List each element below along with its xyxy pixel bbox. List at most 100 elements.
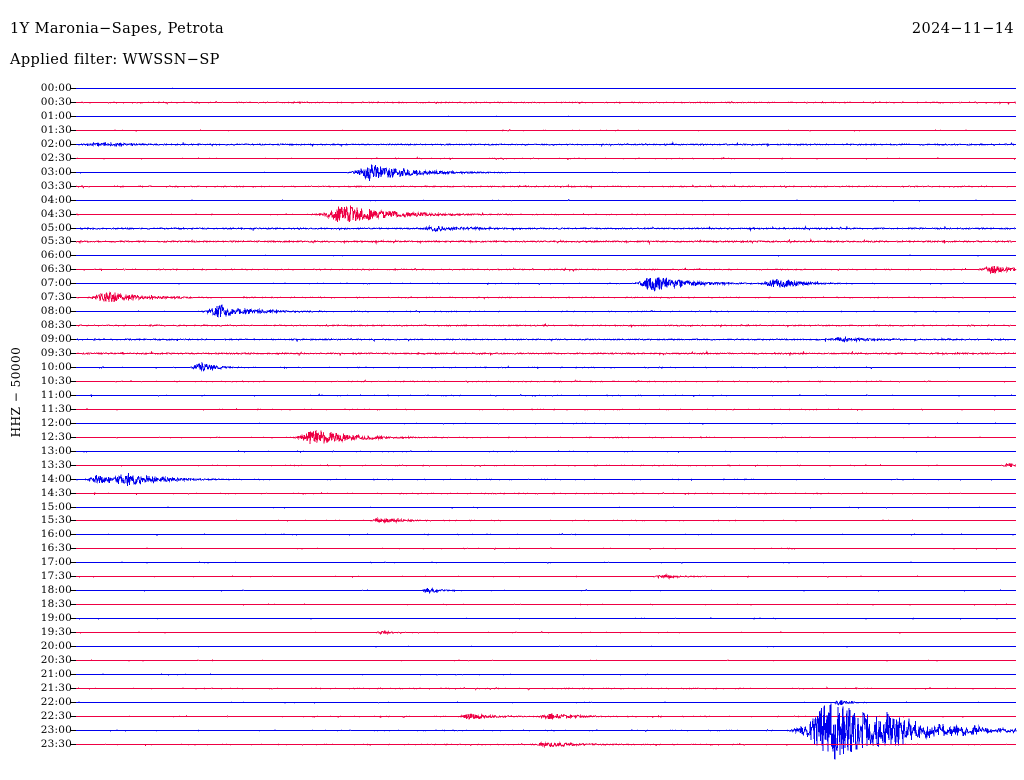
row-time-label: 11:30: [40, 402, 72, 415]
row-time-label: 10:00: [40, 361, 72, 373]
helicorder-row: 15:00: [0, 501, 1024, 521]
row-time-label: 04:00: [40, 193, 72, 206]
seismic-trace: [75, 494, 1017, 521]
helicorder-row: 14:00: [0, 472, 1024, 493]
row-time-label: 08:30: [40, 319, 72, 332]
row-tick-mark: [70, 562, 76, 564]
row-time-label: 07:00: [40, 277, 72, 290]
row-tick-mark: [70, 576, 76, 578]
helicorder-row: 07:00: [0, 277, 1024, 297]
page-title: 1Y Maronia−Sapes, Petrota: [10, 21, 225, 37]
applied-filter-label: Applied filter: WWSSN−SP: [10, 52, 220, 68]
seismic-trace: [75, 256, 1017, 283]
row-time-label: 06:00: [40, 249, 72, 262]
helicorder-row: 23:00: [0, 703, 1024, 760]
seismic-trace: [75, 507, 1017, 534]
row-time-label: 03:00: [40, 165, 72, 178]
row-time-label: 06:30: [40, 263, 72, 276]
row-tick-mark: [70, 353, 76, 355]
seismic-trace: [75, 535, 1017, 562]
seismic-trace: [75, 438, 1017, 465]
row-tick-mark: [70, 659, 76, 661]
seismic-trace: [75, 89, 1017, 116]
helicorder-row: 06:30: [0, 264, 1024, 283]
helicorder-row: 12:00: [0, 417, 1024, 437]
row-time-label: 23:00: [40, 723, 72, 736]
helicorder-row: 22:30: [0, 710, 1024, 730]
row-time-label: 22:30: [40, 709, 72, 722]
seismic-trace: [76, 159, 1017, 186]
seismic-trace: [75, 633, 1017, 660]
row-tick-mark: [70, 185, 76, 187]
row-tick-mark: [70, 408, 76, 410]
seismic-trace: [75, 187, 1017, 214]
helicorder-row: 17:30: [0, 571, 1024, 590]
helicorder-row: 02:30: [0, 152, 1024, 172]
row-tick-mark: [70, 715, 76, 717]
seismic-trace: [75, 731, 1017, 758]
helicorder-row: 08:30: [0, 320, 1024, 339]
row-tick-mark: [70, 464, 76, 466]
seismic-trace: [75, 563, 1017, 590]
seismic-trace: [75, 201, 1017, 228]
row-time-label: 00:00: [40, 82, 72, 94]
seismic-trace: [75, 340, 1017, 367]
seismic-trace: [75, 521, 1017, 548]
row-time-label: 14:30: [40, 486, 72, 499]
seismic-trace: [75, 703, 1017, 730]
row-tick-mark: [70, 478, 76, 480]
row-time-label: 00:30: [40, 95, 72, 108]
seismic-trace: [75, 131, 1017, 158]
row-tick-mark: [70, 590, 76, 592]
row-time-label: 08:00: [40, 305, 72, 318]
seismic-trace: [75, 354, 1017, 381]
seismic-trace: [75, 396, 1017, 423]
row-time-label: 04:30: [40, 207, 72, 220]
row-tick-mark: [70, 534, 76, 536]
seismic-trace: [75, 284, 1017, 311]
row-tick-mark: [70, 520, 76, 522]
row-tick-mark: [70, 255, 76, 257]
seismic-trace: [75, 675, 1017, 702]
row-tick-mark: [70, 171, 76, 173]
seismic-trace: [75, 619, 1017, 646]
row-time-label: 01:00: [40, 109, 72, 122]
row-time-label: 16:30: [40, 542, 72, 555]
row-tick-mark: [70, 213, 76, 215]
row-tick-mark: [70, 88, 76, 89]
row-time-label: 12:00: [40, 416, 72, 429]
seismic-trace: [75, 424, 1017, 451]
seismic-trace: [75, 605, 1017, 632]
row-time-label: 05:00: [40, 221, 72, 234]
seismic-trace: [75, 452, 1017, 479]
seismic-trace: [75, 480, 1017, 507]
seismic-trace: [75, 368, 1017, 395]
seismic-trace: [75, 173, 1017, 200]
seismic-trace: [75, 242, 1017, 269]
helicorder-row: 08:00: [0, 304, 1024, 325]
row-tick-mark: [70, 673, 76, 675]
helicorder-row: 16:00: [0, 529, 1024, 548]
seismic-trace: [75, 145, 1017, 172]
helicorder-row: 02:00: [0, 138, 1024, 158]
row-tick-mark: [70, 506, 76, 508]
helicorder-row: 21:00: [0, 668, 1024, 688]
seismic-trace: [75, 661, 1017, 688]
seismic-trace: [75, 647, 1017, 674]
row-tick-mark: [70, 115, 76, 117]
seismic-trace: [75, 549, 1017, 576]
row-time-label: 19:00: [40, 612, 72, 625]
seismic-trace: [75, 591, 1017, 618]
row-time-label: 20:00: [40, 640, 72, 652]
row-tick-mark: [70, 227, 76, 229]
helicorder-row: 21:30: [0, 682, 1024, 702]
row-time-label: 07:30: [40, 291, 72, 304]
row-tick-mark: [70, 269, 76, 271]
helicorder-row: 23:30: [0, 738, 1024, 758]
helicorder-row: 15:30: [0, 515, 1024, 534]
helicorder-row: 09:30: [0, 348, 1024, 367]
helicorder-row: 01:00: [0, 110, 1024, 130]
row-time-label: 09:00: [40, 333, 72, 346]
helicorder-row: 05:00: [0, 222, 1024, 242]
row-time-label: 17:00: [40, 556, 72, 569]
